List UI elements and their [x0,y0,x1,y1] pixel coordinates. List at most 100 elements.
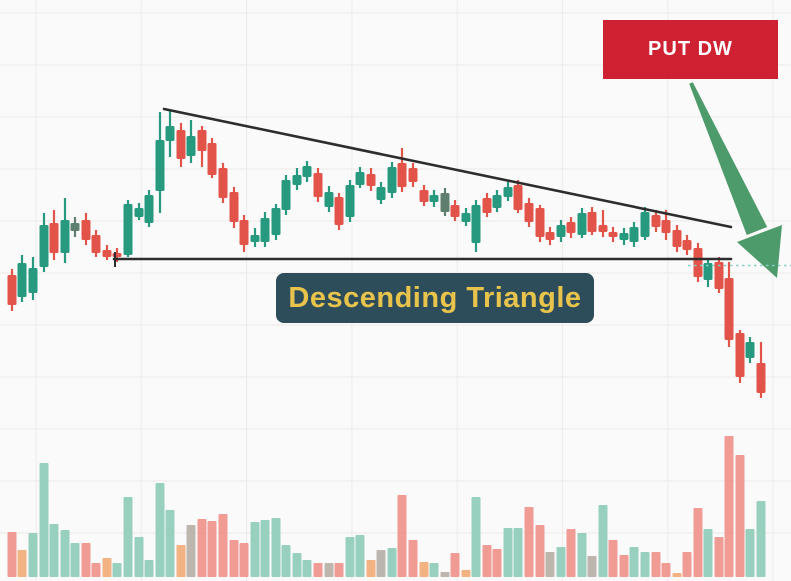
volume-bar [281,545,291,577]
volume-bar [651,552,661,577]
candle-body [566,222,576,233]
candle-body [366,174,376,186]
volume-bar [324,563,334,577]
candle-body [165,126,175,141]
breakdown-arrow-shaft [689,82,768,235]
volume-bar [629,547,639,577]
volume-bar [123,497,133,577]
volume-bar [735,455,745,577]
volume-bar [112,563,122,577]
volume-bar [155,483,165,577]
candle-body [640,212,650,237]
volume-bar [271,518,281,577]
volume-bar [461,570,471,577]
volume-bar [682,552,692,577]
candle-body [292,175,302,185]
volume-bar [207,521,217,577]
volume-bar [102,558,112,577]
candle-body [450,205,460,217]
volume-bar [81,543,91,577]
volume-bar [513,528,523,577]
volume-bar [366,560,376,577]
candle-body [492,195,502,208]
volume-bar [292,553,302,577]
volume-bar [608,540,618,577]
candle-body [703,263,713,280]
volume-bar [239,543,249,577]
candle-body [144,195,154,223]
candle-body [693,248,703,277]
volume-bar [419,562,429,577]
candle-body [39,225,49,267]
candle-body [239,220,249,245]
volume-bar [545,552,555,577]
candle-body [545,232,555,240]
volume-bar [535,525,545,577]
volume-bar [503,528,513,577]
candle-body [123,204,133,255]
candle-body [334,197,344,225]
volume-bar [39,463,49,577]
resistance-trendline [162,107,733,229]
candle-body [302,166,312,177]
candle-body [513,185,523,210]
volume-bar [17,550,27,577]
candle-body [524,203,534,222]
candle-body [577,213,587,235]
volume-bar [756,501,766,577]
candle-body [714,262,724,289]
candle-body [629,227,639,242]
volume-bar [144,560,154,577]
candle-body [313,173,323,197]
volume-bar [345,537,355,577]
candle-body [745,342,755,358]
candle-body [587,212,597,232]
volume-bar [693,508,703,577]
candle-body [70,223,80,231]
breakdown-arrow-head-icon [737,225,782,278]
volume-bar [165,510,175,577]
volume-bar [334,563,344,577]
volume-bar [355,535,365,577]
volume-bar [640,552,650,577]
candle-body [735,333,745,377]
volume-bar [250,522,260,577]
volume-bar [186,525,196,577]
candle-body [429,195,439,202]
volume-bar [703,529,713,577]
candle-body [186,136,196,156]
volume-bar [70,543,80,577]
put-dw-badge: PUT DW [603,20,778,79]
candle-body [608,232,618,237]
candle-body [28,268,38,293]
candle-body [440,193,450,212]
candle-body [91,235,101,253]
candle-body [250,235,260,242]
candle-body [408,168,418,182]
candle-body [355,172,365,185]
volume-bar [28,533,38,577]
candle-body [672,230,682,247]
candle-body [397,163,407,187]
volume-bar [302,560,312,577]
volume-bar [587,556,597,577]
candle-body [102,250,112,257]
candle-body [661,220,671,233]
volume-bar [387,548,397,577]
candle-body [81,220,91,240]
candle-body [619,233,629,240]
volume-bar [397,495,407,577]
candle-body [17,263,27,297]
volume-bar [482,545,492,577]
candle-body [651,215,661,227]
volume-bar [450,553,460,577]
candle-body [535,208,545,237]
candle-body [324,192,334,207]
candle-body [461,213,471,222]
volume-bar [577,533,587,577]
candle-body [218,168,228,198]
candle-body [598,225,608,232]
candle-body [556,225,566,237]
